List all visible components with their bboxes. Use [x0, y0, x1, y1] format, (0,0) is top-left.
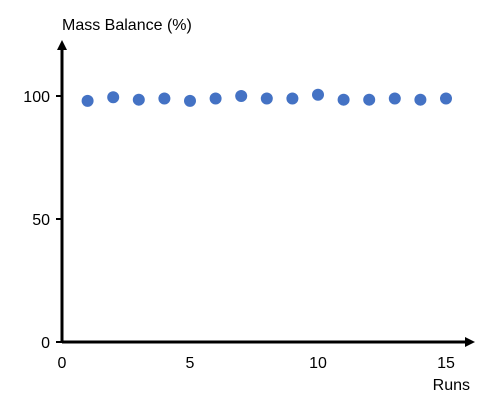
data-point: [286, 92, 299, 105]
x-tick-label: 15: [437, 355, 455, 372]
x-tick-labels: 0 5 10 15: [58, 355, 455, 372]
data-point: [337, 93, 350, 106]
data-point: [184, 94, 196, 107]
data-point: [260, 92, 273, 105]
data-point: [107, 91, 120, 104]
y-tick-label: 0: [41, 335, 50, 352]
x-tick-label: 10: [309, 355, 327, 372]
x-axis-title: Runs: [433, 377, 470, 394]
data-point: [363, 93, 376, 106]
y-tick-label: 50: [32, 212, 50, 229]
y-tick-label: 100: [23, 89, 50, 106]
data-point: [209, 92, 222, 105]
x-tick-label: 5: [186, 355, 195, 372]
data-point: [81, 94, 94, 107]
data-point: [132, 93, 145, 106]
x-tick-label: 0: [58, 355, 67, 372]
data-point: [158, 92, 171, 105]
data-point: [312, 88, 324, 101]
data-point: [440, 92, 452, 105]
y-tick-labels: 0 50 100: [23, 89, 62, 352]
y-axis-title: Mass Balance (%): [62, 17, 192, 34]
data-point: [235, 90, 248, 102]
data-point: [388, 92, 401, 105]
data-points: [81, 88, 452, 107]
data-point: [414, 93, 427, 106]
